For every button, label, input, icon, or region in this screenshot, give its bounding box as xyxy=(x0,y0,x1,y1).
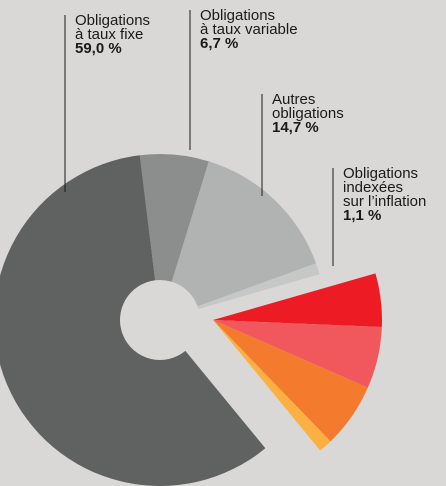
value-label: 1,1 % xyxy=(343,207,381,224)
segment-label: Obligations xyxy=(75,12,150,29)
donut-segment xyxy=(139,153,209,282)
donut-segment xyxy=(213,320,331,451)
segment-label: Autres xyxy=(272,91,315,108)
value-label: 6,7 % xyxy=(200,35,238,52)
value-label: 14,7 % xyxy=(272,119,319,136)
donut-segment xyxy=(213,273,383,327)
donut-segment xyxy=(171,161,317,307)
donut-segment xyxy=(197,263,320,309)
donut-segment xyxy=(0,155,266,486)
segment-label: à taux variable xyxy=(200,21,298,38)
segment-label: Obligations xyxy=(200,7,275,24)
segment-label: sur l’inflation xyxy=(343,193,426,210)
segment-label: obligations xyxy=(272,105,344,122)
segment-label: Obligations xyxy=(343,165,418,182)
segment-label: à taux fixe xyxy=(75,26,143,43)
value-label: 59,0 % xyxy=(75,40,122,57)
donut-segment xyxy=(213,320,382,388)
segment-label: indexées xyxy=(343,179,403,196)
donut-segment xyxy=(213,320,368,442)
